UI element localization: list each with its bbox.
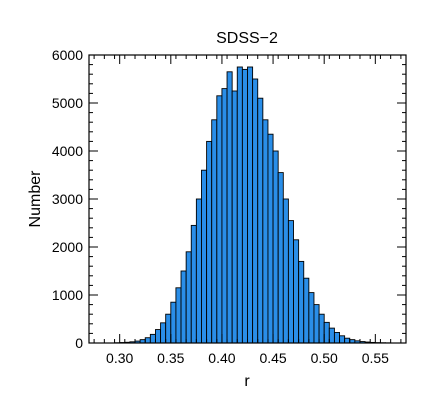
histogram-bar — [287, 220, 294, 344]
histogram-bar — [252, 78, 259, 344]
y-tick-label: 4000 — [52, 143, 83, 159]
y-axis-label: Number — [27, 170, 44, 228]
y-tick-label: 3000 — [52, 191, 83, 207]
histogram-bar — [216, 95, 223, 344]
x-axis-label: r — [244, 373, 250, 390]
histogram-bar — [313, 304, 320, 344]
histogram-bar — [241, 68, 248, 344]
histogram-bar — [211, 119, 218, 344]
histogram-bar — [195, 198, 202, 344]
y-tick-label: 6000 — [52, 47, 83, 63]
histogram-bar — [293, 239, 300, 344]
histogram-bar — [190, 224, 197, 344]
histogram-bar — [185, 251, 192, 344]
histogram-bar — [247, 66, 254, 344]
x-tick-label: 0.35 — [157, 350, 184, 366]
y-axis-ticks: 0 1000 2000 3000 4000 5000 6000 — [52, 47, 406, 351]
histogram-bar — [282, 198, 289, 344]
histogram-bar — [149, 333, 156, 344]
x-axis-ticks: 0.30 0.35 0.40 0.45 0.50 0.55 — [93, 55, 402, 366]
histogram-bar — [298, 260, 305, 344]
histogram-bar — [328, 327, 335, 344]
histogram-bar — [175, 287, 182, 344]
histogram-bar — [318, 313, 325, 344]
histogram-bar — [277, 172, 284, 344]
histogram-bar — [236, 66, 243, 344]
histogram-bar — [206, 140, 213, 344]
histogram-bar — [339, 335, 346, 344]
histogram-bar — [323, 321, 330, 344]
histogram-bar — [226, 71, 233, 344]
histogram-bar — [267, 133, 274, 344]
histogram-bar — [144, 337, 151, 344]
histogram-bar — [180, 270, 187, 344]
histogram-bar — [231, 90, 238, 344]
histogram-bar — [308, 292, 315, 344]
histogram-bar — [272, 150, 279, 344]
histogram-bar — [165, 313, 172, 344]
chart-title: SDSS−2 — [216, 30, 278, 47]
x-tick-label: 0.50 — [311, 350, 338, 366]
histogram-bar — [201, 169, 208, 344]
histogram-bar — [303, 277, 310, 344]
histogram-bar — [262, 119, 269, 344]
histogram-bar — [344, 337, 351, 344]
y-tick-label: 0 — [75, 335, 83, 351]
histogram-bar — [221, 88, 228, 344]
histogram-bar — [333, 331, 340, 344]
x-tick-label: 0.30 — [106, 350, 133, 366]
y-tick-label: 1000 — [52, 287, 83, 303]
x-tick-label: 0.40 — [208, 350, 235, 366]
histogram-bar — [170, 301, 177, 344]
y-tick-label: 2000 — [52, 239, 83, 255]
histogram-bar — [160, 322, 167, 344]
histogram-bars — [114, 66, 392, 344]
y-tick-label: 5000 — [52, 95, 83, 111]
histogram-bar — [155, 329, 162, 344]
histogram-bar — [257, 97, 264, 344]
x-tick-label: 0.45 — [259, 350, 286, 366]
x-tick-label: 0.55 — [362, 350, 389, 366]
